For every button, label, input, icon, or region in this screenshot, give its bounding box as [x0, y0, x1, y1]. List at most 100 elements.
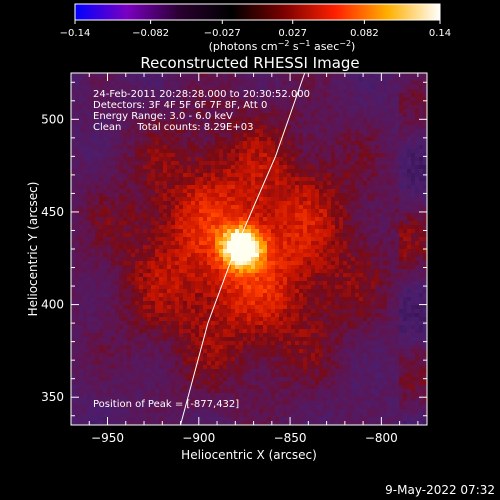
- heatmap-cell: [91, 297, 96, 302]
- heatmap-cell: [207, 269, 212, 274]
- heatmap-cell: [171, 125, 176, 130]
- heatmap-cell: [215, 145, 220, 150]
- heatmap-cell: [99, 265, 104, 270]
- colorbar-tick-label: −0.14: [60, 28, 91, 39]
- heatmap-cell: [119, 353, 124, 358]
- heatmap-cell: [255, 397, 260, 402]
- heatmap-cell: [255, 277, 260, 282]
- heatmap-cell: [79, 145, 84, 150]
- heatmap-cell: [279, 405, 284, 410]
- heatmap-cell: [87, 157, 92, 162]
- heatmap-cell: [247, 273, 252, 278]
- heatmap-cell: [183, 353, 188, 358]
- heatmap-cell: [243, 249, 248, 254]
- heatmap-cell: [135, 169, 140, 174]
- heatmap-cell: [147, 365, 152, 370]
- heatmap-cell: [255, 189, 260, 194]
- heatmap-cell: [247, 269, 252, 274]
- heatmap-cell: [79, 133, 84, 138]
- heatmap-cell: [111, 125, 116, 130]
- heatmap-cell: [267, 217, 272, 222]
- heatmap-cell: [247, 221, 252, 226]
- heatmap-cell: [207, 273, 212, 278]
- heatmap-cell: [71, 81, 76, 86]
- heatmap-cell: [291, 133, 296, 138]
- heatmap-cell: [83, 421, 88, 425]
- heatmap-cell: [99, 153, 104, 158]
- heatmap-cell: [267, 369, 272, 374]
- heatmap-cell: [243, 257, 248, 262]
- heatmap-cell: [215, 317, 220, 322]
- heatmap-cell: [167, 297, 172, 302]
- heatmap-cell: [127, 133, 132, 138]
- heatmap-cell: [143, 281, 148, 286]
- heatmap-cell: [167, 305, 172, 310]
- heatmap-cell: [111, 269, 116, 274]
- heatmap-cell: [123, 149, 128, 154]
- heatmap-cell: [243, 385, 248, 390]
- heatmap-cell: [71, 145, 76, 150]
- heatmap-cell: [291, 105, 296, 110]
- heatmap-cell: [291, 309, 296, 314]
- heatmap-cell: [123, 73, 128, 78]
- heatmap-cell: [203, 417, 208, 422]
- heatmap-cell: [291, 409, 296, 414]
- heatmap-cell: [255, 261, 260, 266]
- heatmap-cell: [275, 317, 280, 322]
- heatmap-cell: [123, 321, 128, 326]
- heatmap-cell: [123, 397, 128, 402]
- heatmap-cell: [275, 157, 280, 162]
- heatmap-cell: [71, 161, 76, 166]
- heatmap-cell: [223, 121, 228, 126]
- heatmap-cell: [163, 405, 168, 410]
- heatmap-cell: [279, 161, 284, 166]
- heatmap-cell: [139, 201, 144, 206]
- heatmap-cell: [287, 189, 292, 194]
- heatmap-cell: [155, 393, 160, 398]
- heatmap-cell: [263, 133, 268, 138]
- heatmap-cell: [275, 265, 280, 270]
- heatmap-cell: [143, 205, 148, 210]
- heatmap-cell: [159, 317, 164, 322]
- heatmap-cell: [275, 353, 280, 358]
- heatmap-cell: [247, 201, 252, 206]
- heatmap-cell: [87, 349, 92, 354]
- heatmap-cell: [235, 313, 240, 318]
- heatmap-cell: [187, 241, 192, 246]
- heatmap-cell: [179, 281, 184, 286]
- heatmap-cell: [239, 409, 244, 414]
- heatmap-cell: [79, 313, 84, 318]
- heatmap-cell: [71, 193, 76, 198]
- heatmap-cell: [231, 189, 236, 194]
- heatmap-cell: [167, 105, 172, 110]
- heatmap-cell: [227, 381, 232, 386]
- heatmap-cell: [259, 333, 264, 338]
- heatmap-cell: [111, 217, 116, 222]
- heatmap-cell: [147, 85, 152, 90]
- heatmap-cell: [231, 325, 236, 330]
- heatmap-cell: [175, 233, 180, 238]
- heatmap-cell: [163, 345, 168, 350]
- heatmap-cell: [235, 165, 240, 170]
- heatmap-cell: [167, 397, 172, 402]
- heatmap-cell: [79, 353, 84, 358]
- heatmap-cell: [75, 89, 80, 94]
- heatmap-cell: [259, 253, 264, 258]
- heatmap-cell: [119, 297, 124, 302]
- heatmap-cell: [175, 129, 180, 134]
- heatmap-cell: [215, 77, 220, 82]
- heatmap-cell: [91, 253, 96, 258]
- heatmap-cell: [79, 329, 84, 334]
- heatmap-cell: [279, 265, 284, 270]
- heatmap-cell: [99, 277, 104, 282]
- heatmap-cell: [239, 101, 244, 106]
- heatmap-cell: [107, 297, 112, 302]
- heatmap-cell: [155, 305, 160, 310]
- heatmap-cell: [99, 309, 104, 314]
- heatmap-cell: [131, 109, 136, 114]
- heatmap-cell: [275, 269, 280, 274]
- heatmap-cell: [75, 265, 80, 270]
- heatmap-cell: [227, 317, 232, 322]
- heatmap-cell: [99, 273, 104, 278]
- heatmap-cell: [243, 393, 248, 398]
